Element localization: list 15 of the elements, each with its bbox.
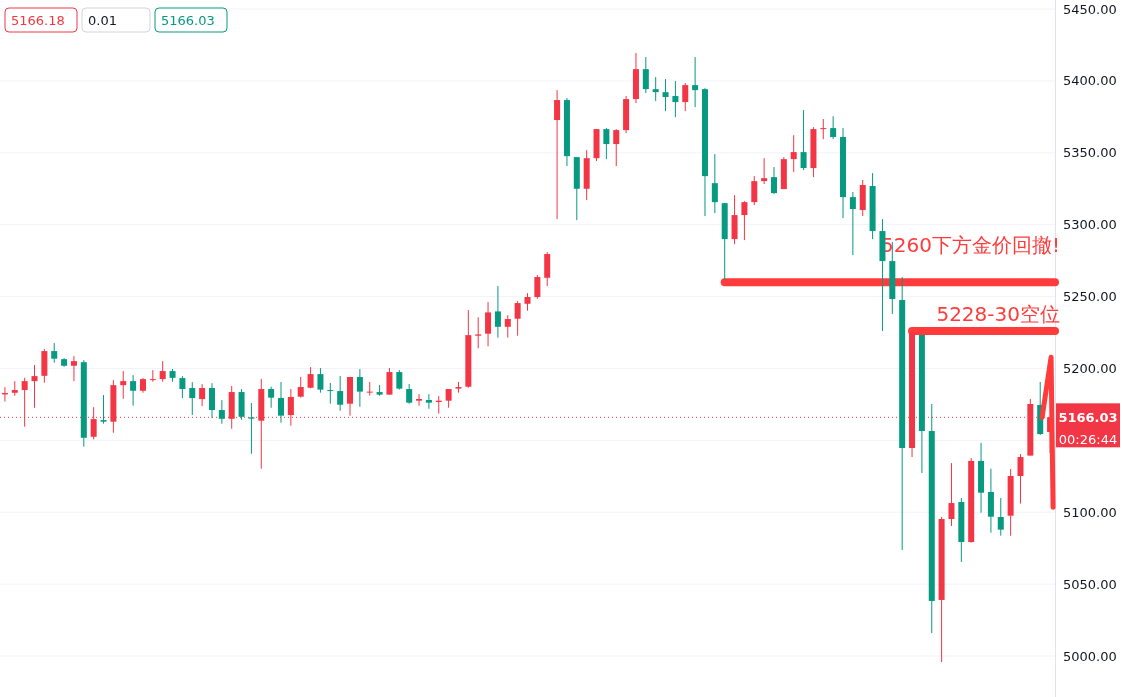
y-tick-label: 5300.00 (1063, 217, 1117, 233)
ref-line-label: 5166.03 (1058, 410, 1118, 426)
y-tick-label: 5350.00 (1063, 145, 1117, 161)
y-tick-label: 5000.00 (1063, 648, 1117, 664)
annotation: 5166.03 (161, 13, 215, 28)
text: 00:26:44 (1058, 432, 1118, 448)
y-tick-label: 5400.00 (1063, 73, 1117, 89)
annotation: 5166.18 (11, 13, 65, 28)
y-tick-label: 5450.00 (1063, 1, 1117, 17)
y-tick-label: 5050.00 (1063, 576, 1117, 592)
ref-line-label: 5228-30空位 (936, 302, 1060, 327)
annotation: 0.01 (88, 13, 117, 28)
y-tick-label: 5100.00 (1063, 504, 1117, 520)
y-tick-label: 5200.00 (1063, 360, 1117, 376)
y-tick-label: 5250.00 (1063, 289, 1117, 305)
